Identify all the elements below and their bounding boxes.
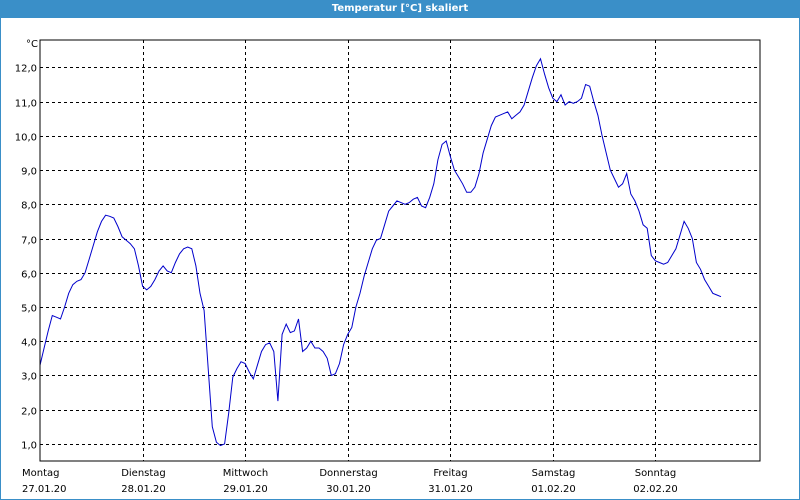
- y-tick-label: 5,0: [21, 304, 37, 315]
- x-day-label: Dienstag: [121, 468, 166, 479]
- y-tick-label: 2,0: [21, 407, 37, 418]
- chart-grid: [40, 40, 760, 461]
- temperature-line: [39, 57, 722, 447]
- y-tick-label: 10,0: [15, 133, 37, 144]
- y-tick-label: 1,0: [21, 441, 37, 452]
- plot-frame: [39, 39, 761, 462]
- x-day-label: Freitag: [433, 468, 467, 479]
- y-tick-label: 7,0: [21, 236, 37, 247]
- y-tick-label: 4,0: [21, 338, 37, 349]
- temperature-chart: °C 1,0 2,0 3,0 4,0 5,0 6,0 7,0 8,0 9,0 10,0 11,0 12…: [15, 39, 761, 495]
- x-date-label: 30.01.20: [326, 484, 371, 495]
- x-day-label: Sonntag: [635, 468, 677, 479]
- x-day-label: Samstag: [532, 468, 576, 479]
- y-tick-label: 12,0: [15, 64, 37, 75]
- x-day-label: Montag: [22, 468, 59, 479]
- y-tick-label: 9,0: [21, 167, 37, 178]
- x-date-label: 31.01.20: [428, 484, 473, 495]
- x-date-label: 02.02.20: [633, 484, 678, 495]
- y-tick-label: 6,0: [21, 270, 37, 281]
- x-date-label: 27.01.20: [22, 484, 67, 495]
- x-day-labels: Montag 27.01.20 Dienstag 28.01.20 Mittwoch 29…: [22, 468, 678, 495]
- y-tick-label: 3,0: [21, 372, 37, 383]
- x-day-label: Donnerstag: [319, 468, 377, 479]
- y-tick-label: 11,0: [15, 99, 37, 110]
- y-axis-unit-label: °C: [26, 39, 38, 50]
- window-title: Temperatur [°C] skaliert: [0, 0, 800, 18]
- chart-canvas: °C 1,0 2,0 3,0 4,0 5,0 6,0 7,0 8,0 9,0 10,0 11,0 12…: [1, 18, 799, 499]
- y-tick-labels: 1,0 2,0 3,0 4,0 5,0 6,0 7,0 8,0 9,0 10,0 11,0 12,0: [15, 64, 37, 452]
- x-date-label: 29.01.20: [223, 484, 268, 495]
- y-tick-label: 8,0: [21, 201, 37, 212]
- x-date-label: 01.02.20: [531, 484, 576, 495]
- x-day-label: Mittwoch: [223, 468, 268, 479]
- x-date-label: 28.01.20: [121, 484, 166, 495]
